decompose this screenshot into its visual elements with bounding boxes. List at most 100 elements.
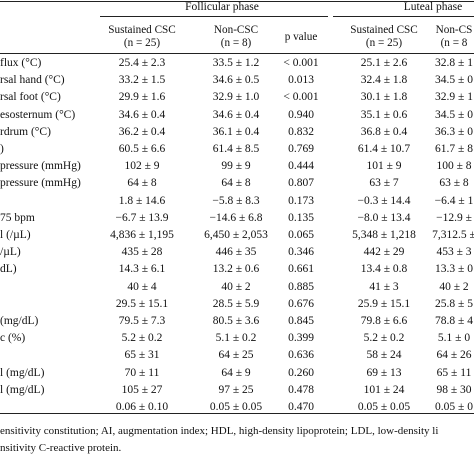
table-cell: 105 ± 27: [121, 383, 163, 396]
table-cell: < 0.001: [283, 57, 319, 69]
table-cell: −8.0 ± 13.4: [357, 211, 411, 224]
table-cell: < 0.001: [283, 91, 319, 104]
table-cell: 40 ± 2: [221, 280, 251, 293]
table-cell: 98 ± 30: [436, 383, 472, 396]
table-cell: 0.065: [288, 229, 314, 241]
table-cell: 65 ± 11: [436, 366, 472, 379]
column-header-line2: (n = 25): [365, 37, 403, 49]
table-cell: 0.05 ± 0.05: [357, 401, 411, 413]
table-cell: 63 ± 7: [369, 177, 399, 190]
row-label: 75 bpm: [0, 211, 35, 224]
table-cell: 5.2 ± 0.2: [121, 332, 163, 345]
row-label: c (%): [0, 332, 26, 345]
header-bottom-rule: [0, 53, 474, 54]
table-cell: 70 ± 11: [124, 366, 160, 379]
table-cell: 79.8 ± 6.6: [360, 315, 408, 327]
row-label: /µL): [0, 246, 21, 259]
table-cell: 0.05 ± 0: [435, 401, 473, 413]
row-label: l (/µL): [0, 229, 31, 241]
luteal-phase-header: Luteal phase: [403, 1, 463, 13]
table-cell: 64 ± 25: [218, 349, 254, 362]
table-cell: 0.885: [288, 280, 314, 293]
table-cell: 101 ± 24: [363, 383, 405, 396]
column-header-line1: Non-CS: [435, 24, 473, 36]
table-cell: 34.6 ± 0.4: [212, 108, 260, 121]
footnote-line-1: ensitivity constitution; AI, augmentatio…: [0, 425, 439, 437]
column-header-line2: (n = 25): [123, 37, 161, 49]
table-cell: 0.346: [288, 246, 314, 259]
follicular-phase-header: Follicular phase: [185, 1, 259, 13]
table-cell: 1.8 ± 14.6: [118, 194, 166, 207]
table-cell: 5.1 ± 0.2: [215, 332, 257, 345]
column-header-line1: p value: [284, 31, 318, 43]
table-cell: 5,348 ± 1,218: [352, 229, 416, 241]
table-cell: 60.5 ± 6.6: [118, 143, 166, 155]
table-cell: 0.676: [288, 297, 314, 310]
table-cell: 58 ± 24: [366, 349, 402, 362]
table-cell: −6.7 ± 13.9: [115, 211, 169, 224]
row-label: ): [0, 143, 4, 155]
table-cell: 36.1 ± 0.4: [212, 125, 260, 138]
table-cell: 5.2 ± 0.2: [363, 332, 405, 345]
table-cell: 0.832: [288, 125, 314, 138]
table-cell: 61.7 ± 8: [435, 143, 473, 155]
table-cell: 0.845: [288, 315, 314, 327]
table-cell: 0.940: [288, 108, 314, 121]
table-cell: 64 ± 26: [436, 349, 472, 362]
table-cell: 0.769: [288, 143, 314, 155]
row-label: rsal hand (°C): [0, 74, 65, 87]
table-cell: 0.05 ± 0.05: [209, 401, 263, 413]
table-cell: 0.478: [288, 383, 314, 396]
follicular-underline: [100, 16, 328, 17]
table-cell: 0.470: [288, 401, 314, 413]
table-cell: 0.06 ± 0.10: [115, 401, 169, 413]
table-cell: 6,450 ± 2,053: [204, 229, 268, 241]
table-cell: 25.4 ± 2.3: [118, 57, 166, 69]
table-cell: 32.9 ± 1.0: [212, 91, 260, 104]
table-cell: 32.4 ± 1.8: [360, 74, 408, 87]
column-header-line2: (n = 8: [440, 37, 468, 49]
table-cell: 34.6 ± 0.5: [212, 74, 260, 87]
table-cell: 40 ± 4: [127, 280, 157, 293]
table-cell: 0.399: [288, 332, 314, 345]
table-cell: 25.9 ± 15.1: [357, 297, 411, 310]
column-header-line1: Sustained CSC: [108, 24, 176, 36]
table-cell: 25.8 ± 5: [435, 297, 473, 310]
table-cell: 453 ± 3: [436, 246, 472, 259]
table-cell: 40 ± 2: [439, 280, 469, 293]
table-cell: 34.6 ± 0.4: [118, 108, 166, 121]
top-rule: [0, 1, 474, 2]
row-label: l (mg/dL): [0, 366, 45, 379]
table-cell: 61.4 ± 10.7: [357, 143, 411, 155]
table-cell: 34.5 ± 0: [435, 108, 473, 121]
row-label: pressure (mmHg): [0, 177, 81, 190]
table-cell: 0.173: [288, 194, 314, 207]
table-cell: 5.1 ± 0: [437, 332, 471, 345]
table-cell: 102 ± 9: [124, 160, 160, 173]
table-cell: 78.8 ± 4: [435, 315, 473, 327]
table-cell: 65 ± 31: [124, 349, 160, 362]
luteal-underline: [333, 16, 474, 17]
table-cell: 0.260: [288, 366, 314, 379]
table-cell: 446 ± 35: [215, 246, 257, 259]
table-cell: 36.2 ± 0.4: [118, 125, 166, 138]
table-cell: 442 ± 29: [363, 246, 405, 259]
column-header-line2: (n = 8): [220, 37, 252, 49]
row-label: (mg/dL): [0, 315, 39, 327]
table-cell: −14.6 ± 6.8: [209, 211, 263, 224]
table-cell: 28.5 ± 5.9: [212, 297, 260, 310]
row-label: rdrum (°C): [0, 125, 51, 138]
table-cell: 25.1 ± 2.6: [360, 57, 408, 69]
table-cell: 0.661: [288, 263, 314, 276]
table-cell: 79.5 ± 7.3: [118, 315, 166, 327]
table-cell: 30.1 ± 1.8: [360, 91, 408, 104]
table-cell: 13.2 ± 0.6: [212, 263, 260, 276]
table-cell: −6.4 ± 1: [434, 194, 474, 207]
table-cell: 33.2 ± 1.5: [118, 74, 166, 87]
table-cell: 97 ± 25: [218, 383, 254, 396]
table-cell: 69 ± 13: [366, 366, 402, 379]
table-cell: 64 ± 8: [127, 177, 157, 190]
table-cell: 63 ± 8: [439, 177, 469, 190]
table-cell: −12.9 ±: [436, 211, 472, 224]
table-cell: 80.5 ± 3.6: [212, 315, 260, 327]
